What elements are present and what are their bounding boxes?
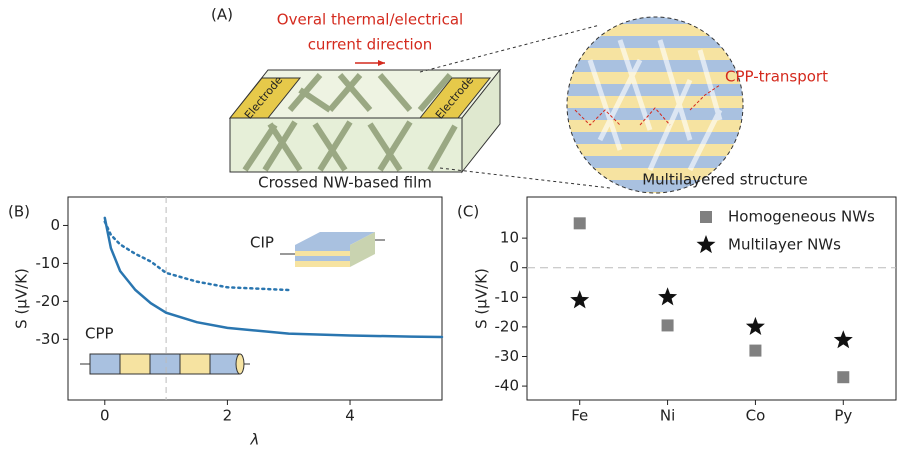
x-tick-label: Py bbox=[834, 407, 852, 425]
line-series bbox=[105, 222, 289, 290]
transport-label: CPP-transport bbox=[725, 68, 828, 86]
structure-label: Multilayered structure bbox=[642, 171, 808, 189]
figure: (A) Overal thermal/electrical current di… bbox=[0, 0, 906, 451]
y-tick-label: 10 bbox=[500, 229, 519, 247]
panel-label: (A) bbox=[211, 6, 233, 24]
current-label: current direction bbox=[308, 36, 433, 54]
y-tick-label: 0 bbox=[50, 216, 60, 234]
legend-label: Multilayer NWs bbox=[728, 236, 841, 254]
marker bbox=[662, 319, 674, 331]
x-axis-label: λ bbox=[250, 431, 260, 449]
panel-a: (A) Overal thermal/electrical current di… bbox=[211, 6, 828, 194]
y-tick-label: -30 bbox=[36, 330, 61, 348]
zoom-line bbox=[420, 25, 600, 72]
y-tick-label: -10 bbox=[495, 288, 520, 306]
legend-marker bbox=[697, 235, 716, 253]
series-label: CPP bbox=[85, 325, 114, 343]
y-tick-label: 0 bbox=[509, 258, 519, 276]
x-tick-label: 4 bbox=[345, 407, 355, 425]
arrow-head bbox=[378, 60, 385, 66]
marker bbox=[834, 330, 853, 348]
y-tick-label: -40 bbox=[495, 377, 520, 395]
current-label: Overal thermal/electrical bbox=[277, 11, 463, 29]
cpp-inset bbox=[80, 354, 250, 374]
film-label: Crossed NW-based film bbox=[258, 174, 432, 192]
y-axis-label: S (μV/K) bbox=[473, 268, 491, 329]
y-tick-label: -30 bbox=[495, 347, 520, 365]
x-tick-label: 2 bbox=[223, 407, 233, 425]
marker bbox=[658, 287, 677, 305]
y-axis-label: S (μV/K) bbox=[13, 268, 31, 329]
cip-inset bbox=[280, 232, 385, 267]
x-tick-label: 0 bbox=[100, 407, 110, 425]
x-tick-label: Co bbox=[746, 407, 766, 425]
panel-label: (B) bbox=[8, 203, 30, 221]
x-tick-label: Fe bbox=[571, 407, 588, 425]
legend-label: Homogeneous NWs bbox=[728, 208, 875, 226]
marker bbox=[746, 317, 765, 335]
panel-label: (C) bbox=[457, 203, 479, 221]
marker bbox=[570, 290, 589, 308]
marker bbox=[837, 371, 849, 383]
y-tick-label: -20 bbox=[36, 292, 61, 310]
y-tick-label: -20 bbox=[495, 317, 520, 335]
series-label: CIP bbox=[250, 234, 274, 252]
zoom-line bbox=[440, 168, 610, 188]
y-tick-label: -10 bbox=[36, 254, 61, 272]
marker bbox=[749, 345, 761, 357]
legend-marker bbox=[700, 211, 712, 223]
marker bbox=[574, 217, 586, 229]
x-tick-label: Ni bbox=[660, 407, 675, 425]
